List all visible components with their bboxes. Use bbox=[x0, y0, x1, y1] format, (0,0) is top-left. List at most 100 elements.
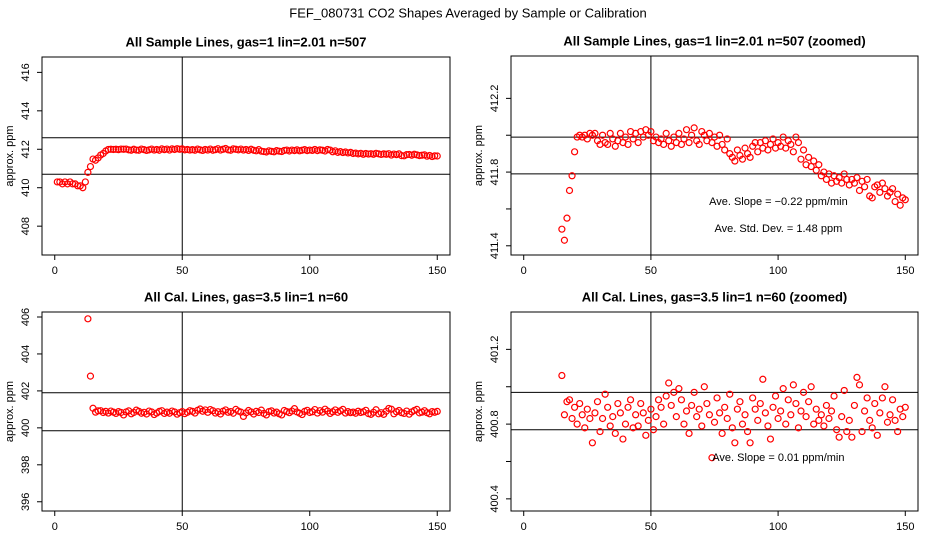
point bbox=[642, 431, 650, 439]
point bbox=[777, 407, 785, 415]
x-tick-label: 50 bbox=[176, 521, 188, 533]
point bbox=[586, 414, 594, 423]
point bbox=[708, 454, 716, 462]
point bbox=[794, 139, 803, 147]
point bbox=[695, 405, 703, 413]
point bbox=[850, 401, 859, 410]
point bbox=[886, 411, 894, 419]
point bbox=[560, 411, 569, 419]
point bbox=[665, 379, 673, 387]
point bbox=[695, 140, 703, 149]
point bbox=[787, 411, 795, 419]
point bbox=[181, 146, 189, 154]
x-tick-label: 0 bbox=[521, 265, 527, 277]
point bbox=[822, 401, 831, 410]
point bbox=[563, 214, 571, 222]
point bbox=[705, 411, 714, 419]
point bbox=[746, 153, 754, 161]
point bbox=[672, 413, 680, 421]
point bbox=[380, 150, 388, 158]
point bbox=[117, 145, 125, 153]
point bbox=[876, 409, 884, 417]
point bbox=[787, 140, 795, 149]
point bbox=[119, 145, 128, 153]
point bbox=[601, 390, 609, 398]
point bbox=[731, 439, 739, 447]
point bbox=[871, 399, 879, 408]
point bbox=[397, 152, 406, 160]
point bbox=[873, 431, 881, 439]
point bbox=[738, 420, 747, 428]
x-tick-label: 150 bbox=[896, 521, 914, 533]
point bbox=[848, 433, 856, 441]
point bbox=[680, 420, 688, 428]
point bbox=[792, 399, 800, 408]
point bbox=[112, 145, 120, 153]
point bbox=[677, 396, 686, 404]
point bbox=[568, 172, 576, 180]
y-axis-label: approx. ppm bbox=[473, 125, 485, 186]
point bbox=[616, 129, 624, 137]
x-tick-label: 100 bbox=[769, 521, 787, 533]
point bbox=[606, 422, 614, 430]
point bbox=[754, 416, 762, 424]
point bbox=[598, 414, 607, 423]
point bbox=[570, 403, 579, 411]
point bbox=[621, 133, 630, 141]
point bbox=[433, 152, 441, 160]
point bbox=[682, 407, 691, 415]
point bbox=[176, 145, 184, 153]
point bbox=[680, 135, 688, 143]
point bbox=[710, 418, 719, 426]
point bbox=[812, 405, 820, 413]
point bbox=[604, 140, 612, 149]
point bbox=[588, 439, 597, 447]
point bbox=[688, 401, 696, 410]
point bbox=[644, 416, 652, 424]
point bbox=[835, 433, 843, 441]
point bbox=[186, 146, 194, 154]
point bbox=[598, 131, 607, 139]
point bbox=[109, 145, 118, 154]
point bbox=[789, 381, 797, 389]
point bbox=[876, 188, 884, 196]
annotation: Ave. Slope = −0.22 ppm/min bbox=[709, 196, 848, 208]
point bbox=[257, 147, 265, 155]
point bbox=[881, 383, 889, 391]
point bbox=[583, 405, 591, 413]
point bbox=[794, 424, 803, 432]
point bbox=[863, 394, 871, 402]
point bbox=[718, 429, 726, 438]
point bbox=[863, 175, 871, 184]
point bbox=[891, 197, 899, 206]
point bbox=[715, 131, 724, 139]
point bbox=[802, 413, 810, 421]
point bbox=[825, 414, 833, 423]
point bbox=[624, 140, 632, 149]
plot-frame bbox=[41, 56, 451, 256]
x-tick-label: 50 bbox=[176, 265, 188, 277]
point bbox=[845, 416, 853, 424]
point bbox=[741, 411, 749, 419]
x-tick-label: 100 bbox=[769, 265, 787, 277]
point bbox=[403, 151, 411, 159]
point bbox=[784, 396, 792, 404]
annotation: Ave. Std. Dev. = 1.48 ppm bbox=[715, 223, 843, 235]
point bbox=[868, 194, 876, 202]
y-tick-label: 400 bbox=[20, 419, 32, 437]
point bbox=[827, 407, 836, 415]
x-tick-label: 50 bbox=[645, 521, 657, 533]
y-tick-label: 414 bbox=[20, 102, 32, 120]
y-tick-label: 401.2 bbox=[489, 336, 501, 364]
point bbox=[685, 139, 693, 147]
x-tick-label: 50 bbox=[645, 265, 657, 277]
point bbox=[275, 147, 283, 155]
point bbox=[660, 420, 668, 428]
point bbox=[764, 422, 772, 430]
point bbox=[715, 409, 724, 417]
point bbox=[888, 396, 897, 404]
point bbox=[570, 148, 579, 156]
point bbox=[713, 394, 721, 402]
